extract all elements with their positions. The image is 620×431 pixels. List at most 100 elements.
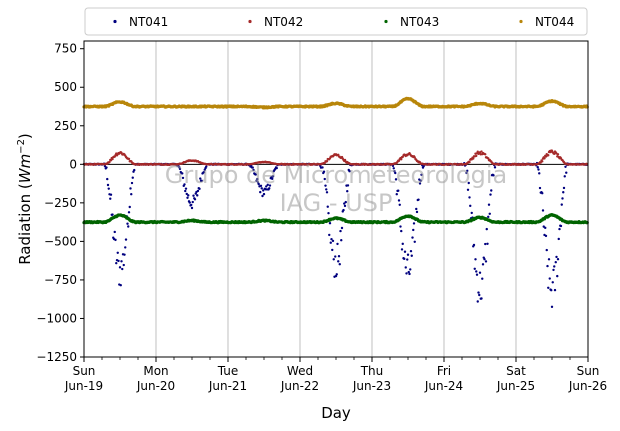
data-point-nt041 (564, 165, 567, 169)
data-point-nt041 (105, 166, 108, 169)
data-point-nt041 (394, 178, 398, 181)
series-nt044 (82, 96, 589, 110)
data-point-nt041 (485, 227, 488, 231)
data-point-nt041 (544, 226, 547, 230)
data-point-nt041 (554, 261, 557, 264)
data-point-nt041 (541, 192, 544, 195)
data-point-nt041 (392, 167, 395, 170)
data-point-nt041 (475, 270, 478, 273)
x-tick-date-label: Jun-25 (496, 379, 535, 393)
data-point-nt041 (548, 277, 551, 280)
data-point-nt041 (488, 212, 491, 215)
watermark-line-1: Grupo de Micrometeorologia (165, 161, 507, 189)
data-point-nt041 (493, 166, 497, 169)
legend-item-nt043: NT043 (384, 15, 439, 29)
legend-marker (113, 19, 117, 24)
data-point-nt041 (325, 188, 328, 191)
y-tick-label: −750 (44, 273, 77, 287)
legend-label: NT042 (264, 15, 303, 29)
data-point-nt041 (466, 188, 470, 192)
legend: NT041 NT042 NT043 NT044 (84, 7, 588, 36)
data-point-nt041 (403, 250, 407, 253)
series-nt042 (82, 149, 589, 166)
data-point-nt041 (330, 237, 333, 241)
data-point-nt041 (334, 255, 337, 258)
data-point-nt041 (119, 284, 122, 287)
x-tick-date-label: Jun-23 (352, 379, 391, 393)
data-point-nt041 (107, 187, 110, 190)
plot-data (82, 96, 589, 309)
data-point-nt041 (467, 181, 470, 185)
data-point-nt041 (478, 293, 481, 297)
y-tick-label: −1000 (36, 311, 77, 325)
x-axis-label: Day (321, 404, 351, 422)
data-point-nt041 (266, 183, 269, 187)
data-point-nt041 (268, 187, 271, 190)
data-point-nt041 (196, 194, 199, 197)
data-point-nt041 (130, 181, 134, 185)
data-point-nt041 (561, 197, 564, 200)
data-point-nt041 (338, 263, 341, 266)
data-point-nt041 (412, 228, 415, 232)
y-axis-label: Radiation (Wm−2) (16, 133, 34, 265)
legend-marker (519, 19, 523, 24)
x-tick-date-label: Jun-24 (424, 379, 463, 393)
data-point-nt041 (395, 192, 398, 196)
data-point-nt041 (400, 229, 403, 233)
data-point-nt041 (550, 305, 554, 309)
data-point-nt041 (536, 166, 539, 169)
data-point-nt041 (329, 241, 332, 244)
y-tick-label: 500 (54, 80, 77, 94)
watermark-line-2: IAG - USP (280, 189, 393, 217)
data-point-nt041 (484, 260, 488, 263)
data-point-nt041 (468, 196, 471, 199)
data-point-nt041 (408, 272, 411, 276)
data-point-nt041 (489, 193, 492, 196)
data-point-nt042 (556, 153, 560, 156)
data-point-nt041 (337, 260, 340, 263)
data-point-nt041 (324, 184, 327, 187)
data-point-nt041 (178, 167, 182, 171)
y-tick-label: −250 (44, 196, 77, 210)
data-point-nt041 (406, 258, 409, 261)
data-point-nt041 (553, 265, 556, 268)
data-point-nt041 (331, 248, 334, 252)
data-point-nt041 (193, 198, 197, 201)
data-point-nt041 (117, 259, 120, 263)
data-point-nt041 (405, 272, 408, 275)
data-point-nt041 (130, 193, 133, 196)
data-point-nt041 (184, 189, 187, 193)
data-point-nt041 (327, 211, 330, 215)
data-point-nt041 (120, 260, 123, 263)
data-point-nt041 (337, 255, 341, 258)
legend-item-nt042: NT042 (248, 15, 303, 29)
data-point-nt041 (553, 288, 557, 292)
data-point-nt041 (339, 229, 342, 233)
legend-entries: NT041 NT042 NT043 NT044 (113, 15, 574, 29)
data-point-nt041 (343, 202, 346, 205)
data-point-nt041 (475, 273, 479, 276)
x-tick-date-label: Jun-19 (64, 379, 103, 393)
data-point-nt041 (545, 248, 548, 252)
data-point-nt041 (187, 194, 190, 197)
data-point-nt041 (397, 199, 401, 202)
x-tick-day-label: Thu (360, 364, 384, 378)
data-point-nt042 (484, 153, 487, 156)
data-point-nt041 (254, 173, 257, 176)
data-point-nt041 (556, 257, 560, 261)
data-point-nt042 (108, 160, 111, 164)
data-point-nt041 (547, 258, 551, 261)
data-point-nt042 (472, 157, 475, 160)
data-point-nt041 (128, 205, 131, 209)
data-point-nt041 (417, 198, 420, 201)
x-tick-day-label: Sun (73, 364, 96, 378)
data-point-nt041 (122, 263, 125, 267)
data-point-nt041 (407, 270, 410, 274)
data-point-nt041 (111, 213, 114, 216)
data-point-nt041 (481, 263, 485, 266)
y-tick-label: −500 (44, 234, 77, 248)
legend-label: NT041 (129, 15, 168, 29)
data-point-nt041 (537, 168, 540, 171)
data-point-nt041 (192, 194, 195, 197)
